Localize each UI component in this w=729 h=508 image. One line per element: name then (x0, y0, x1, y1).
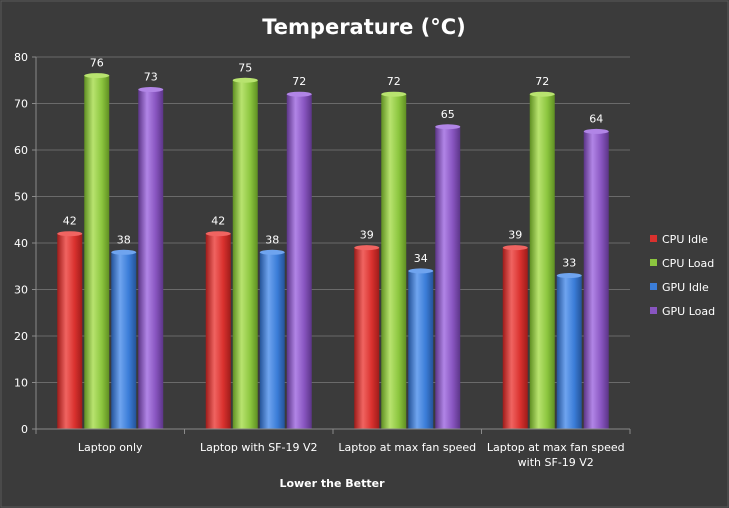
bar (259, 249, 285, 429)
bar-body (57, 233, 83, 429)
data-label: 38 (265, 233, 279, 246)
bar (205, 231, 231, 429)
bar (583, 128, 609, 429)
legend-label: GPU Load (662, 305, 715, 318)
legend-swatch (650, 259, 657, 266)
data-label: 65 (441, 108, 455, 121)
bar-top (205, 231, 231, 237)
legend: CPU Idle CPU Load GPU Idle GPU Load (650, 233, 715, 318)
legend-swatch (650, 235, 657, 242)
data-labels: 42 76 38 73 42 75 38 72 39 72 34 65 39 72 33 64 (63, 57, 604, 270)
bar (529, 91, 555, 429)
bars (57, 73, 609, 430)
legend-swatch (650, 307, 657, 314)
bar-body (259, 252, 285, 429)
data-label: 75 (238, 61, 252, 74)
y-tick-label: 20 (14, 330, 28, 343)
chart-title: Temperature (°C) (262, 15, 465, 39)
bar-top (111, 249, 137, 255)
bar (408, 268, 434, 429)
bar-top (354, 245, 380, 251)
bar-top (57, 231, 83, 237)
y-axis-ticks: 0 10 20 30 40 50 60 70 80 (14, 51, 36, 436)
bar-top (435, 124, 461, 130)
bar-body (111, 252, 137, 429)
bar-top (408, 268, 434, 274)
y-tick-label: 70 (14, 98, 28, 111)
bar (84, 73, 110, 429)
bar (502, 245, 528, 429)
y-tick-label: 50 (14, 191, 28, 204)
x-tick-label: with SF-19 V2 (518, 456, 594, 469)
y-tick-label: 80 (14, 51, 28, 64)
bar-body (556, 275, 582, 429)
bar-top (84, 73, 110, 79)
bar-body (435, 126, 461, 429)
bar-body (408, 270, 434, 429)
bar (354, 245, 380, 429)
bar-top (259, 249, 285, 255)
y-tick-label: 0 (21, 423, 28, 436)
bar-body (381, 94, 407, 429)
data-label: 72 (292, 75, 306, 88)
data-label: 64 (589, 112, 603, 125)
bar-body (232, 80, 258, 429)
bar-body (138, 89, 164, 430)
legend-item: CPU Load (650, 257, 714, 270)
legend-swatch (650, 283, 657, 290)
bar-body (583, 131, 609, 429)
bar-body (502, 247, 528, 429)
y-tick-label: 10 (14, 377, 28, 390)
bar-top (583, 128, 609, 134)
x-tick-label: Laptop at max fan speed (487, 441, 625, 454)
data-label: 39 (360, 229, 374, 242)
data-label: 34 (414, 252, 428, 265)
data-label: 42 (211, 215, 225, 228)
bar-top (138, 87, 164, 93)
bar (381, 91, 407, 429)
data-label: 73 (144, 71, 158, 84)
x-axis: Laptop only Laptop with SF-19 V2 Laptop at… (35, 57, 631, 469)
bar-top (502, 245, 528, 251)
x-axis-title: Lower the Better (279, 477, 385, 490)
bar (435, 124, 461, 429)
x-tick-label: Laptop at max fan speed (338, 441, 476, 454)
bar-body (529, 94, 555, 429)
bar (286, 91, 312, 429)
bar (232, 77, 258, 429)
bar-top (556, 273, 582, 279)
data-label: 72 (387, 75, 401, 88)
y-tick-label: 40 (14, 237, 28, 250)
bar-body (354, 247, 380, 429)
legend-item: GPU Idle (650, 281, 709, 294)
legend-label: GPU Idle (662, 281, 709, 294)
bar-body (286, 94, 312, 429)
bar (57, 231, 83, 429)
data-label: 42 (63, 215, 77, 228)
bar-top (286, 91, 312, 97)
data-label: 39 (508, 229, 522, 242)
legend-label: CPU Load (662, 257, 714, 270)
legend-label: CPU Idle (662, 233, 708, 246)
data-label: 38 (117, 233, 131, 246)
data-label: 72 (535, 75, 549, 88)
legend-item: GPU Load (650, 305, 715, 318)
bar (111, 249, 137, 429)
legend-item: CPU Idle (650, 233, 708, 246)
y-tick-label: 60 (14, 144, 28, 157)
bar-body (84, 75, 110, 429)
data-label: 33 (562, 257, 576, 270)
bar-top (381, 91, 407, 97)
bar-top (232, 77, 258, 83)
x-tick-label: Laptop with SF-19 V2 (200, 441, 318, 454)
bar (138, 87, 164, 430)
x-tick-label: Laptop only (78, 441, 143, 454)
bar (556, 273, 582, 429)
bar-body (205, 233, 231, 429)
y-tick-label: 30 (14, 284, 28, 297)
data-label: 76 (90, 57, 104, 70)
bar-top (529, 91, 555, 97)
